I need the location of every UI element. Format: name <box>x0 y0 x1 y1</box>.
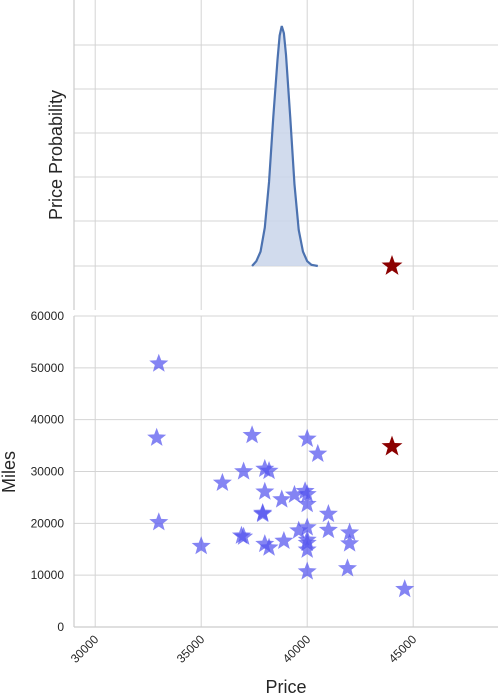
scatter-point <box>149 512 169 531</box>
scatter-point <box>297 484 317 503</box>
highlight-star-marker <box>381 435 403 456</box>
y-tick-label: 0 <box>57 620 64 634</box>
top-panel: Price Probability <box>46 0 498 310</box>
scatter-point <box>274 530 294 550</box>
scatter-point <box>289 520 309 539</box>
scatter-point <box>253 504 273 523</box>
kde-line <box>251 25 319 268</box>
scatter-point <box>318 504 338 523</box>
top-y-axis-title: Price Probability <box>46 90 66 220</box>
scatter-point <box>234 526 254 545</box>
scatter-point <box>308 443 328 462</box>
scatter-point <box>234 461 254 480</box>
bottom-panel: 0 10000 20000 30000 40000 50000 60000 30000 350… <box>0 309 498 697</box>
scatter-point <box>297 539 317 558</box>
scatter-point <box>212 472 232 491</box>
y-tick-labels: 0 10000 20000 30000 40000 50000 60000 <box>31 309 65 634</box>
highlight-star-bottom <box>381 435 403 456</box>
scatter-point <box>297 517 317 536</box>
scatter-point <box>255 534 275 553</box>
scatter-point <box>297 561 317 580</box>
scatter-point <box>191 536 211 555</box>
y-tick-label: 60000 <box>31 309 65 323</box>
scatter-point <box>259 460 279 480</box>
scatter-point <box>259 537 279 556</box>
bottom-y-axis-title: Miles <box>0 451 19 493</box>
scatter-point <box>395 579 415 598</box>
scatter-point <box>284 484 304 503</box>
scatter-point <box>318 520 338 539</box>
scatter-point <box>147 427 167 446</box>
y-tick-label: 10000 <box>31 568 65 582</box>
scatter-point <box>242 425 262 444</box>
x-tick-label: 35000 <box>174 632 208 666</box>
kde-area-fill <box>252 26 318 266</box>
x-tick-label: 45000 <box>386 632 420 666</box>
y-tick-label: 40000 <box>31 413 65 427</box>
y-tick-label: 30000 <box>31 465 65 479</box>
scatter-points <box>147 353 415 598</box>
scatter-point <box>255 481 275 500</box>
highlight-star-marker <box>381 255 403 275</box>
scatter-point <box>337 558 357 577</box>
y-tick-label: 50000 <box>31 361 65 375</box>
x-tick-labels: 30000 35000 40000 45000 <box>68 632 420 666</box>
x-axis-title: Price <box>265 677 306 697</box>
y-tick-label: 20000 <box>31 516 65 530</box>
scatter-point <box>149 353 169 372</box>
x-tick-label: 40000 <box>280 632 314 666</box>
highlight-star-top <box>381 255 403 275</box>
scatter-point <box>297 494 317 513</box>
scatter-point <box>340 533 360 552</box>
x-tick-label: 30000 <box>68 632 102 666</box>
scatter-point <box>297 428 317 447</box>
scatter-point <box>340 522 360 541</box>
scatter-point <box>272 489 292 508</box>
